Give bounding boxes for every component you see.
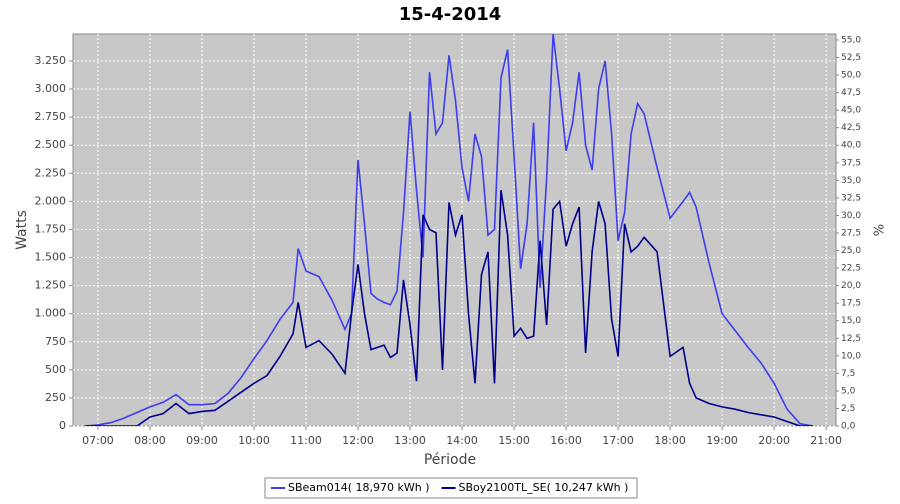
x-tick-label: 19:00	[706, 434, 738, 447]
y-tick-label: 2.500	[35, 138, 67, 151]
x-tick-label: 11:00	[290, 434, 322, 447]
y-tick-label: 2.250	[35, 166, 67, 179]
y2-tick-label: 52,5	[841, 53, 861, 63]
y2-tick-label: 55,0	[841, 35, 861, 45]
series-line	[84, 34, 814, 426]
y2-tick-label: 47,5	[841, 88, 861, 98]
y2-tick-label: 7,5	[841, 369, 855, 379]
y2-tick-label: 35,0	[841, 176, 861, 186]
x-tick-label: 16:00	[550, 434, 582, 447]
y-tick-label: 2.750	[35, 110, 67, 123]
x-tick-label: 18:00	[654, 434, 686, 447]
x-tick-label: 07:00	[82, 434, 114, 447]
y2-tick-label: 15,0	[841, 316, 861, 326]
x-tick-label: 10:00	[238, 434, 270, 447]
x-tick-label: 14:00	[446, 434, 478, 447]
y2-tick-label: 45,0	[841, 106, 861, 116]
y2-tick-label: 22,5	[841, 264, 861, 274]
y-tick-label: 1.500	[35, 251, 67, 264]
legend-label: SBeam014( 18,970 kWh )	[288, 481, 430, 494]
y-tick-label: 3.000	[35, 82, 67, 95]
y2-tick-label: 50,0	[841, 71, 861, 81]
y-axis-label: Watts	[14, 210, 30, 250]
y-tick-label: 500	[45, 363, 66, 376]
x-tick-label: 08:00	[134, 434, 166, 447]
y2-tick-label: 12,5	[841, 334, 861, 344]
y-tick-label: 3.250	[35, 54, 67, 67]
y2-tick-label: 40,0	[841, 141, 861, 151]
y2-tick-label: 17,5	[841, 299, 861, 309]
y2-tick-label: 5,0	[841, 386, 856, 396]
x-tick-label: 13:00	[394, 434, 426, 447]
x-tick-label: 15:00	[498, 434, 530, 447]
x-tick-label: 12:00	[342, 434, 374, 447]
y2-tick-label: 27,5	[841, 228, 861, 238]
y-tick-label: 1.750	[35, 222, 67, 235]
chart-title: 15-4-2014	[399, 4, 502, 25]
y2-tick-label: 10,0	[841, 351, 861, 361]
y2-axis-label: %	[873, 224, 888, 236]
x-axis-label: Période	[424, 452, 476, 468]
x-tick-label: 17:00	[602, 434, 634, 447]
x-tick-label: 21:00	[810, 434, 842, 447]
y2-tick-label: 20,0	[841, 281, 861, 291]
legend-label: SBoy2100TL_SE( 10,247 kWh )	[459, 481, 629, 494]
y-tick-label: 250	[45, 391, 66, 404]
y2-tick-label: 30,0	[841, 211, 861, 221]
series-line	[85, 189, 814, 426]
y-tick-label: 750	[45, 335, 66, 348]
y2-tick-label: 25,0	[841, 246, 861, 256]
y2-tick-label: 32,5	[841, 193, 861, 203]
x-tick-label: 20:00	[758, 434, 790, 447]
y2-tick-label: 37,5	[841, 158, 861, 168]
y-tick-label: 1.250	[35, 279, 67, 292]
y2-tick-label: 2,5	[841, 404, 855, 414]
y-tick-label: 2.000	[35, 194, 67, 207]
y2-tick-label: 42,5	[841, 123, 861, 133]
y-tick-label: 0	[59, 419, 66, 432]
x-tick-label: 09:00	[186, 434, 218, 447]
y-tick-label: 1.000	[35, 307, 67, 320]
y2-tick-label: 0,0	[841, 422, 856, 432]
